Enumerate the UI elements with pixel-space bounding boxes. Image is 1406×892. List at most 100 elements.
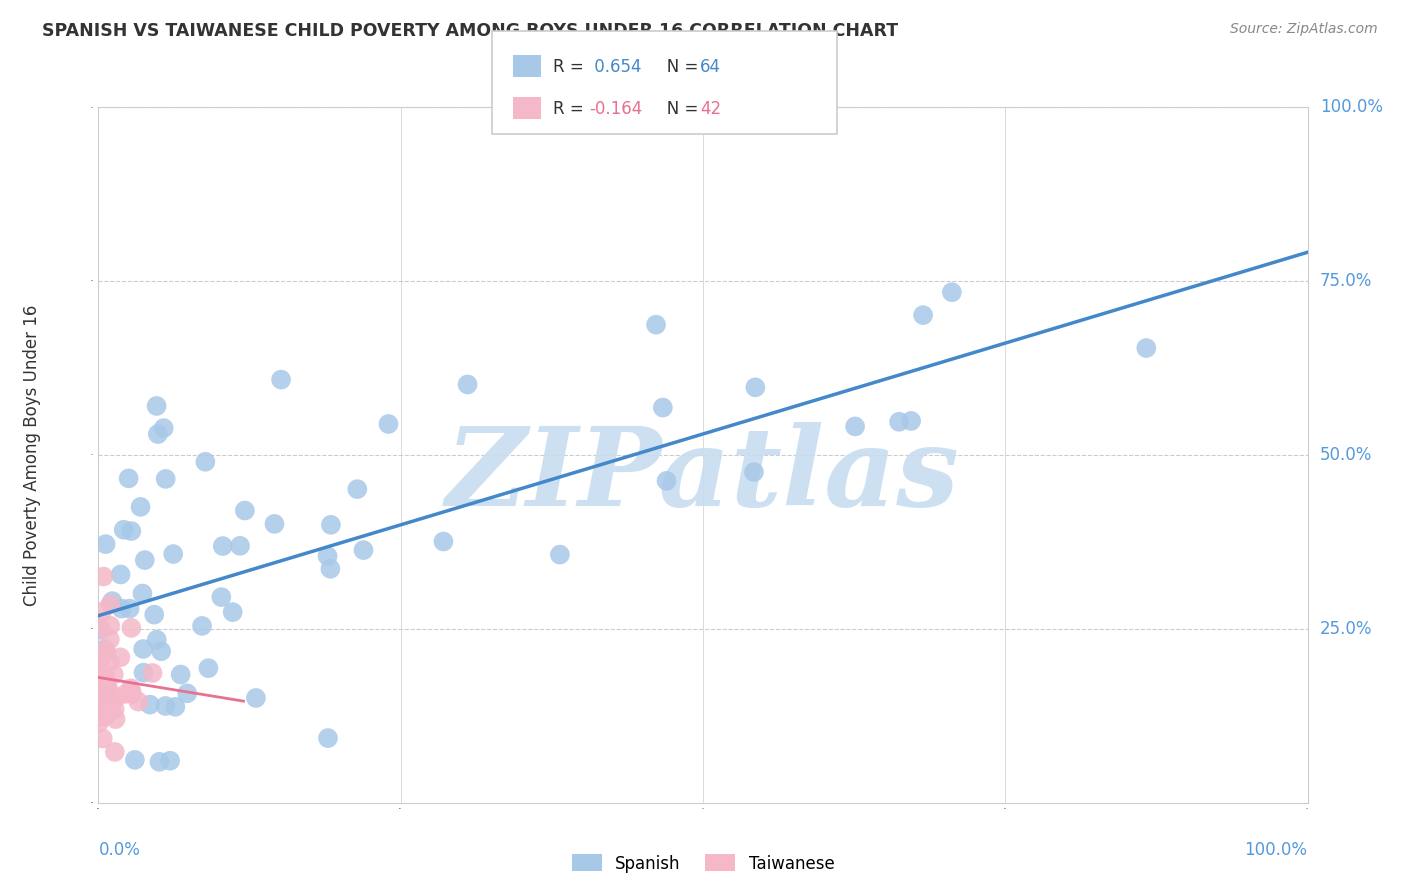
Point <box>346 482 368 496</box>
Text: -0.164: -0.164 <box>589 100 643 118</box>
Point <box>97 691 120 706</box>
Point <box>134 553 156 567</box>
Point <box>110 567 132 582</box>
Point <box>316 731 339 745</box>
Point <box>103 667 125 681</box>
Point <box>104 745 127 759</box>
Point <box>169 667 191 681</box>
Point <box>110 650 132 665</box>
Point <box>91 683 114 698</box>
Point <box>105 690 128 705</box>
Point <box>97 683 120 698</box>
Point <box>162 547 184 561</box>
Text: ZIPatlas: ZIPatlas <box>446 422 960 530</box>
Point <box>145 632 167 647</box>
Point <box>120 681 142 696</box>
Point <box>270 373 292 387</box>
Point <box>645 318 668 332</box>
Point <box>90 685 112 699</box>
Point <box>194 455 217 469</box>
Point <box>111 601 134 615</box>
Point <box>96 645 118 659</box>
Point <box>96 681 118 695</box>
Point <box>152 421 174 435</box>
Point <box>141 665 163 680</box>
Point <box>121 687 143 701</box>
Point <box>197 661 219 675</box>
Point <box>844 419 866 434</box>
Point <box>155 698 177 713</box>
Point <box>165 699 187 714</box>
Point <box>114 687 136 701</box>
Text: 25.0%: 25.0% <box>1320 620 1372 638</box>
Point <box>103 690 125 705</box>
Point <box>112 523 135 537</box>
Point <box>263 516 285 531</box>
Point <box>120 524 142 538</box>
Point <box>377 417 399 431</box>
Point <box>89 706 111 720</box>
Point <box>98 597 121 611</box>
Point <box>155 472 177 486</box>
Text: SPANISH VS TAIWANESE CHILD POVERTY AMONG BOYS UNDER 16 CORRELATION CHART: SPANISH VS TAIWANESE CHILD POVERTY AMONG… <box>42 22 898 40</box>
Point <box>98 656 121 670</box>
Point <box>89 657 111 672</box>
Point <box>209 590 232 604</box>
Point <box>245 690 267 705</box>
Point <box>94 642 117 657</box>
Point <box>146 427 169 442</box>
Point <box>124 753 146 767</box>
Point <box>120 621 142 635</box>
Point <box>118 601 141 615</box>
Point <box>89 659 111 673</box>
Point <box>104 712 127 726</box>
Point <box>912 308 935 322</box>
Point <box>131 586 153 600</box>
Point <box>91 710 114 724</box>
Point <box>94 671 117 685</box>
Point <box>651 401 673 415</box>
Point <box>91 645 114 659</box>
Point <box>211 539 233 553</box>
Point <box>91 731 114 746</box>
Point <box>159 754 181 768</box>
Point <box>150 644 173 658</box>
Point <box>100 703 122 717</box>
Point <box>129 500 152 514</box>
Point <box>221 605 243 619</box>
Point <box>887 415 910 429</box>
Point <box>233 503 256 517</box>
Point <box>127 695 149 709</box>
Text: N =: N = <box>651 100 703 118</box>
Point <box>191 619 214 633</box>
Point <box>319 517 342 532</box>
Point <box>316 549 339 563</box>
Point <box>94 686 117 700</box>
Point <box>87 716 110 731</box>
Point <box>548 548 571 562</box>
Text: 42: 42 <box>700 100 721 118</box>
Text: 50.0%: 50.0% <box>1320 446 1372 464</box>
Text: R =: R = <box>553 58 589 76</box>
Point <box>139 698 162 712</box>
Point <box>101 594 124 608</box>
Point <box>742 465 765 479</box>
Point <box>655 474 678 488</box>
Point <box>145 399 167 413</box>
Text: 64: 64 <box>700 58 721 76</box>
Point <box>90 623 112 637</box>
Point <box>457 377 479 392</box>
Point <box>1135 341 1157 355</box>
Point <box>104 702 127 716</box>
Point <box>96 707 118 722</box>
Point <box>176 686 198 700</box>
Point <box>98 618 121 632</box>
Point <box>94 683 117 698</box>
Point <box>118 471 141 485</box>
Text: 75.0%: 75.0% <box>1320 272 1372 290</box>
Point <box>353 543 375 558</box>
Point <box>94 673 117 687</box>
Point <box>90 693 112 707</box>
Point <box>96 685 118 699</box>
Point <box>132 665 155 680</box>
